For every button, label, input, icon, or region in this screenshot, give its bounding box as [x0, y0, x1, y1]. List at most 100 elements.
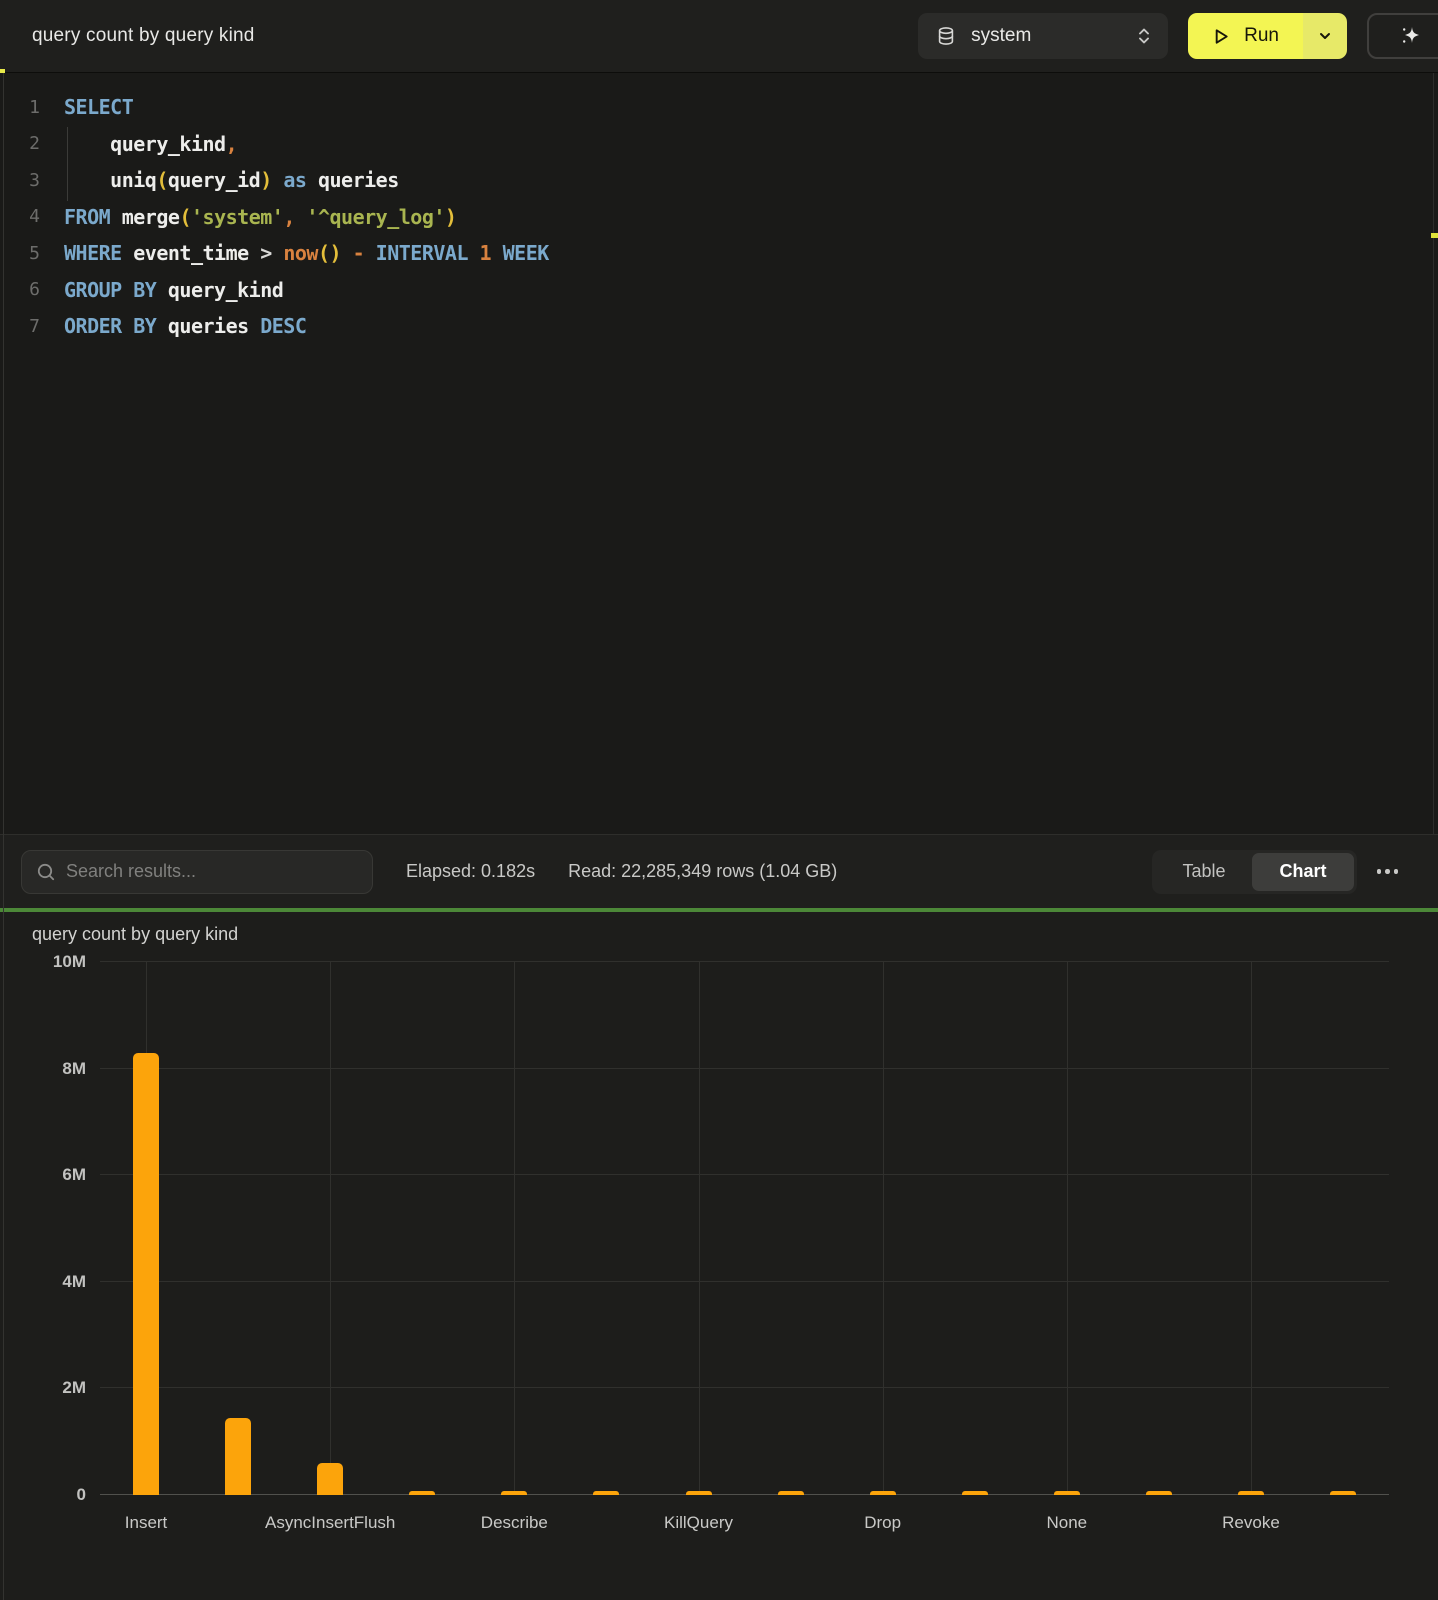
bar[interactable]: [409, 1491, 436, 1495]
play-icon: [1210, 26, 1231, 47]
left-edge-mark: [0, 69, 5, 75]
chart-tab[interactable]: Chart: [1252, 852, 1354, 891]
window-left-edge: [3, 73, 4, 1600]
top-bar-actions: system Run: [918, 13, 1438, 59]
bar-columns: Insert AsyncInsertFlush Describe KillQuery D…: [100, 962, 1389, 1532]
ruler-highlight-mark: [1431, 233, 1438, 238]
code-line[interactable]: 3 uniq(query_id) as queries: [0, 162, 1438, 199]
bar[interactable]: [225, 1418, 252, 1495]
bar-column: [192, 962, 284, 1495]
bar[interactable]: [593, 1491, 620, 1495]
chart-title: query count by query kind: [32, 924, 239, 944]
top-bar: query count by query kind system: [0, 0, 1438, 75]
read-stat: Read: 22,285,349 rows (1.04 GB): [568, 861, 838, 881]
v-gridline: [514, 962, 516, 1495]
x-axis-label: KillQuery: [664, 1513, 733, 1532]
bar[interactable]: [1053, 1491, 1080, 1495]
code-line[interactable]: 7 ORDER BY queries DESC: [0, 308, 1438, 345]
plot-area: 0 2M 4M 6M 8M 10M Insert AsyncInsertFlush Descri…: [53, 952, 1389, 1532]
code-line[interactable]: 6 GROUP BY query_kind: [0, 272, 1438, 309]
more-options-button[interactable]: [1373, 859, 1403, 884]
code-line[interactable]: 1 SELECT: [0, 89, 1438, 126]
assist-button[interactable]: [1367, 13, 1438, 59]
x-axis-label: AsyncInsertFlush: [264, 1513, 396, 1532]
search-box: [21, 849, 373, 894]
line-number: 2: [29, 133, 40, 155]
code-text: ORDER BY queries DESC: [64, 314, 307, 339]
code-text: GROUP BY query_kind: [64, 277, 284, 302]
sql-editor[interactable]: 1 SELECT 2 query_kind, 3 uniq(query_id) as …: [0, 73, 1438, 834]
v-gridline: [330, 962, 332, 1495]
run-dropdown-button[interactable]: [1303, 13, 1347, 59]
line-number: 6: [29, 279, 40, 301]
y-axis-label: 2M: [62, 1378, 86, 1398]
x-axis-label: None: [1046, 1513, 1088, 1532]
view-toggle: Table Chart: [1152, 849, 1357, 894]
chart-panel: query count by query kind 0 2M 4M 6M 8M 10M In…: [0, 912, 1438, 1600]
code-line[interactable]: 4 FROM merge('system', '^query_log'): [0, 199, 1438, 236]
bar-column: Insert: [100, 962, 192, 1532]
bar[interactable]: [133, 1053, 160, 1495]
editor-scroll-ruler: [1433, 73, 1434, 834]
bar[interactable]: [317, 1463, 344, 1495]
code-text: SELECT: [64, 95, 134, 120]
bar[interactable]: [1330, 1491, 1357, 1495]
bar[interactable]: [685, 1491, 712, 1495]
results-divider: [0, 908, 1438, 912]
database-selector[interactable]: system: [918, 13, 1169, 59]
code-text: uniq(query_id) as queries: [110, 168, 399, 193]
bar[interactable]: [869, 1491, 896, 1495]
bar[interactable]: [777, 1491, 804, 1495]
x-axis-label: Insert: [124, 1513, 168, 1532]
code-text: FROM merge('system', '^query_log'): [64, 204, 457, 229]
line-number: 5: [29, 242, 40, 264]
chevron-down-icon: [1317, 28, 1333, 44]
y-axis-label: 6M: [62, 1165, 86, 1185]
v-gridline: [882, 962, 884, 1495]
page-title: query count by query kind: [32, 25, 255, 46]
bar-column: None: [1021, 962, 1113, 1532]
search-input[interactable]: [66, 861, 358, 882]
bar-column: Drop: [837, 962, 929, 1532]
h-gridline: [100, 1174, 1389, 1176]
y-axis-label: 8M: [62, 1058, 86, 1078]
x-axis-line: [100, 1494, 1389, 1495]
v-gridline: [1250, 962, 1252, 1495]
h-gridline: [100, 1280, 1389, 1282]
results-toolbar: Elapsed: 0.182s Read: 22,285,349 rows (1…: [0, 834, 1438, 908]
bar-column: [745, 962, 837, 1495]
sparkles-icon: [1399, 24, 1423, 48]
bar[interactable]: [1145, 1491, 1172, 1495]
indent-guide: [67, 127, 68, 201]
updown-chevrons-icon: [1134, 25, 1154, 47]
more-options-icon: [1376, 869, 1381, 874]
elapsed-stat: Elapsed: 0.182s: [406, 861, 536, 881]
bar-column: [1113, 962, 1205, 1495]
bar-column: [560, 962, 652, 1495]
bar-column: Describe: [468, 962, 560, 1532]
bar-column: AsyncInsertFlush: [265, 962, 395, 1532]
line-number: 7: [29, 315, 40, 337]
table-tab[interactable]: Table: [1182, 861, 1226, 881]
bar-column: KillQuery: [652, 962, 744, 1532]
h-gridline: [100, 961, 1389, 962]
y-axis-label: 4M: [62, 1271, 86, 1291]
bar[interactable]: [501, 1491, 528, 1495]
y-axis-label: 0: [76, 1485, 86, 1504]
run-button[interactable]: Run: [1188, 13, 1303, 59]
database-name: system: [971, 25, 1032, 46]
line-number: 4: [29, 206, 40, 228]
x-axis-label: Describe: [480, 1513, 548, 1532]
run-button-group: Run: [1188, 13, 1347, 59]
x-axis-label: Drop: [864, 1513, 902, 1532]
h-gridline: [100, 1387, 1389, 1389]
bar[interactable]: [1237, 1491, 1264, 1495]
bar[interactable]: [961, 1491, 988, 1495]
bar-column: [929, 962, 1021, 1495]
code-line[interactable]: 5 WHERE event_time > now() - INTERVAL 1 W…: [0, 235, 1438, 272]
bar-column: Revoke: [1205, 962, 1297, 1532]
h-gridline: [100, 1067, 1389, 1069]
code-line[interactable]: 2 query_kind,: [0, 126, 1438, 163]
v-gridline: [698, 962, 700, 1495]
